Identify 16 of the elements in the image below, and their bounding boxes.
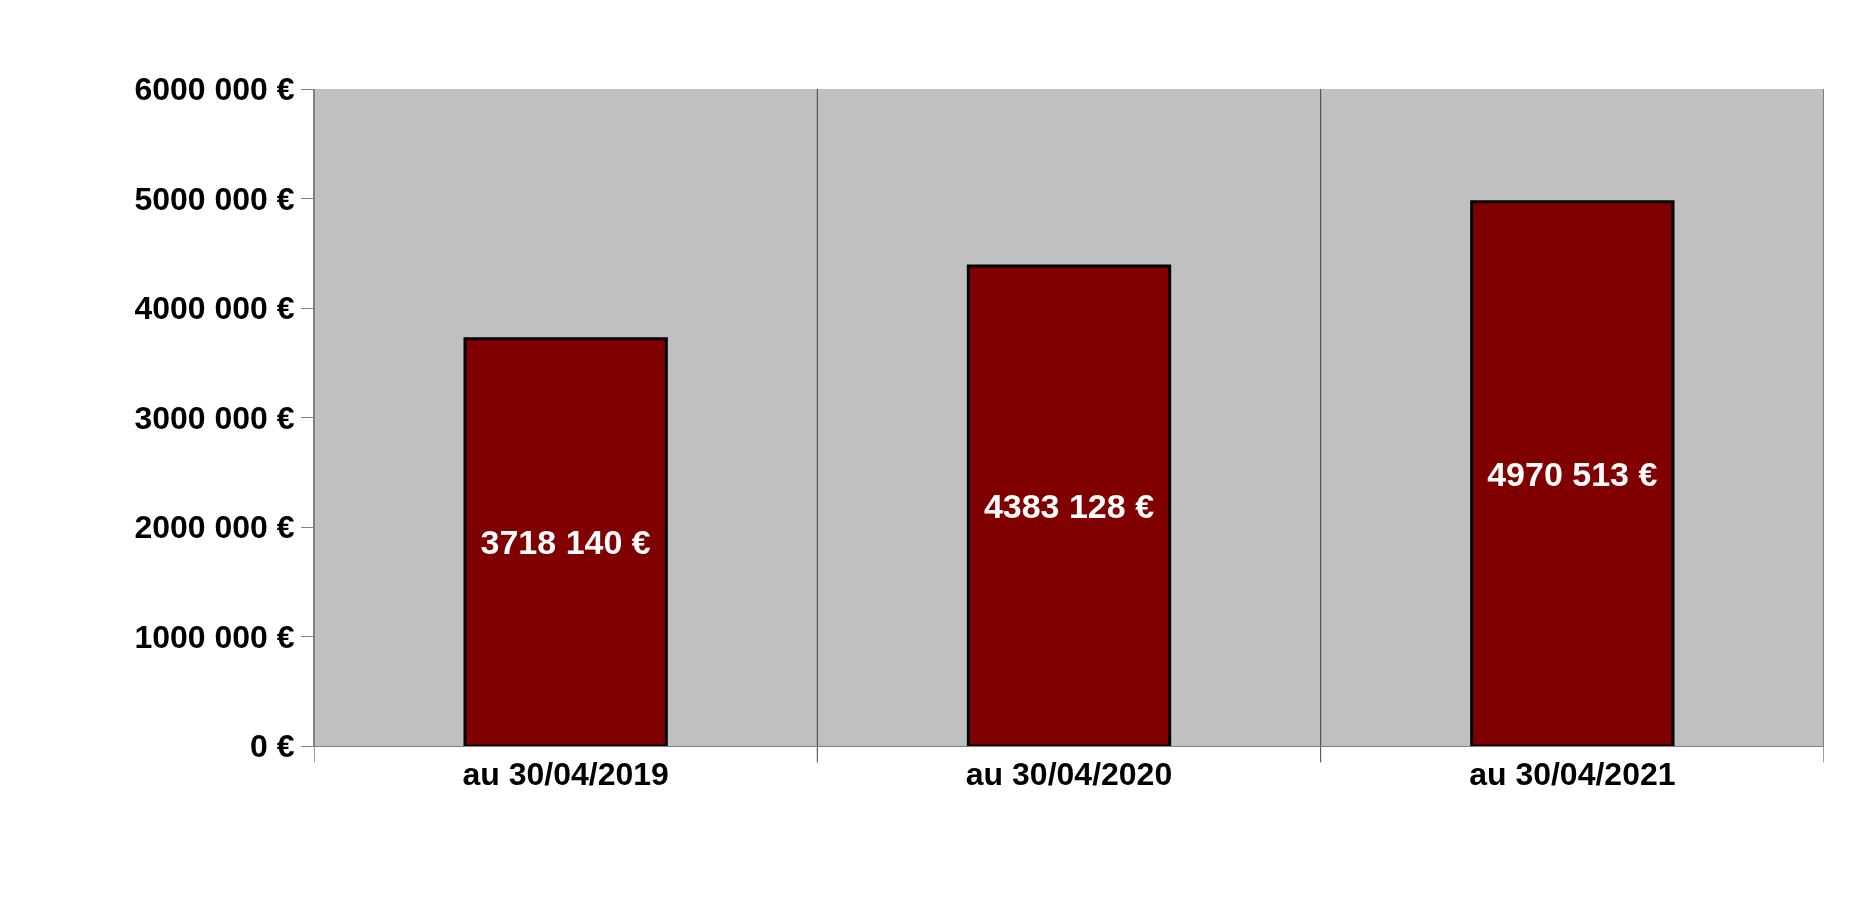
y-tick-label: 3000 000 € [134,399,295,436]
y-tick-label: 5000 000 € [134,180,295,217]
y-tick-label: 6000 000 € [134,71,295,108]
data-label: 3718 140 € [480,523,651,562]
x-tick-label: au 30/04/2019 [462,756,669,793]
y-tick-label: 0 € [250,728,295,765]
y-tick-label: 4000 000 € [134,290,295,327]
y-tick-label: 2000 000 € [134,509,295,546]
data-label: 4383 128 € [983,487,1155,526]
x-tick-label: au 30/04/2021 [1469,756,1676,793]
bar [463,337,668,746]
data-label: 4970 513 € [1487,454,1658,493]
x-tick-label: au 30/04/2020 [965,756,1173,793]
bar [966,264,1172,746]
bar [1470,200,1675,746]
y-tick-label: 1000 000 € [134,618,295,655]
